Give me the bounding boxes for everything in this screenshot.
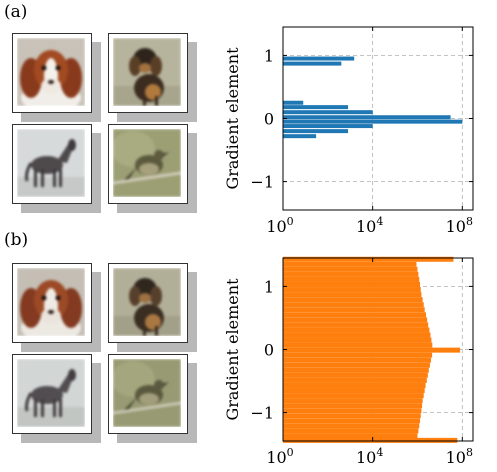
dog-image: [17, 38, 85, 106]
y-axis-label: Gradient element: [223, 47, 242, 190]
bar: [283, 302, 424, 308]
bar: [283, 428, 419, 434]
bar: [283, 398, 423, 404]
dog-image: [113, 268, 181, 336]
bar: [283, 261, 417, 267]
bar: [283, 282, 421, 288]
bar: [283, 367, 429, 373]
bar: [283, 382, 426, 388]
bird-image: [113, 359, 181, 427]
panel-label-a: (a): [4, 2, 28, 22]
bar: [283, 124, 373, 129]
bar: [283, 408, 422, 414]
dog-image: [113, 38, 181, 106]
y-tick-label: 0: [264, 341, 274, 360]
bar: [283, 317, 428, 323]
thumbnail-horse-a: [12, 124, 101, 213]
x-tick-label: 100: [266, 446, 293, 467]
bar: [283, 307, 425, 313]
thumbnail-dog-spaniel-b: [12, 263, 101, 352]
x-tick-label: 104: [356, 446, 383, 467]
bar: [283, 312, 427, 318]
thumbnail-bird-b: [108, 354, 197, 443]
bar: [283, 105, 349, 110]
y-tick-label: −1: [250, 404, 274, 423]
bar: [283, 287, 421, 293]
bar: [283, 337, 432, 343]
bar: [283, 433, 418, 439]
bar: [283, 423, 420, 429]
bar: [283, 377, 427, 383]
y-tick-label: 1: [264, 46, 274, 65]
panel-label-b: (b): [4, 230, 29, 250]
bar: [283, 393, 424, 399]
bar: [283, 362, 430, 368]
bar: [283, 403, 423, 409]
bar: [283, 271, 419, 277]
bar: [283, 357, 431, 363]
thumbnail-dog-terrier-a: [108, 33, 197, 122]
horse-image: [17, 359, 85, 427]
y-tick-label: 1: [264, 277, 274, 296]
bar: [283, 347, 461, 353]
y-tick-label: 0: [264, 110, 274, 129]
bar: [283, 115, 451, 120]
bar: [283, 256, 454, 262]
x-tick-label: 108: [446, 446, 473, 467]
dog-image: [17, 268, 85, 336]
bar: [283, 437, 458, 443]
bar: [283, 100, 304, 105]
bar: [283, 266, 418, 272]
bird-image: [113, 129, 181, 197]
horse-image: [17, 129, 85, 197]
thumbnail-dog-spaniel-a: [12, 33, 101, 122]
y-axis-label: Gradient element: [223, 278, 242, 421]
bar: [283, 322, 429, 328]
bar: [283, 129, 349, 134]
thumbnail-dog-terrier-b: [108, 263, 197, 352]
thumbnail-horse-b: [12, 354, 101, 443]
bar: [283, 276, 420, 282]
bar: [283, 110, 373, 115]
bar: [283, 418, 421, 424]
bar: [283, 61, 342, 66]
bar: [283, 388, 425, 394]
thumbnail-bird-a: [108, 124, 197, 213]
bar: [283, 413, 421, 419]
y-tick-label: −1: [250, 173, 274, 192]
bar: [283, 327, 430, 333]
bar: [283, 332, 431, 338]
bar: [283, 119, 463, 124]
bar: [283, 372, 428, 378]
bar: [283, 342, 433, 348]
bar: [283, 134, 317, 139]
bar: [283, 292, 422, 298]
bar: [283, 352, 433, 358]
bar: [283, 297, 423, 303]
bar: [283, 56, 355, 61]
